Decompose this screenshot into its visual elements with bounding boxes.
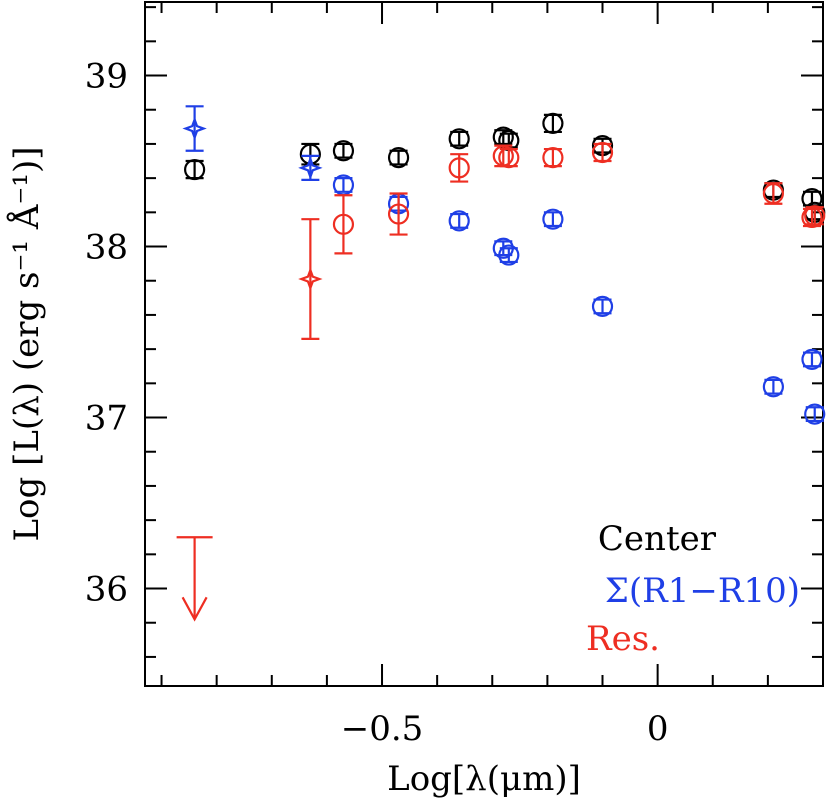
- y-tick-label: 37: [85, 399, 128, 439]
- axis-ticks: [145, 2, 824, 686]
- x-tick-label: −0.5: [341, 709, 424, 749]
- legend: Center Σ(R1−R10) Res.: [586, 519, 800, 659]
- data-point-star: [298, 266, 323, 292]
- data-point: [332, 140, 355, 162]
- legend-entry-res: Res.: [586, 619, 660, 659]
- data-point: [762, 376, 784, 398]
- plot-frame: [144, 1, 824, 687]
- data-point-star: [182, 116, 207, 141]
- legend-entry-sigma: Σ(R1−R10): [605, 571, 800, 611]
- y-axis-title: Log [L(λ) (erg s⁻¹ Å⁻¹)]: [6, 146, 47, 541]
- upper-limit-arrow: [181, 596, 208, 622]
- y-tick-label: 38: [85, 228, 128, 268]
- data-point: [498, 244, 520, 266]
- tick-labels: −0.5 0 36 37 38 39: [85, 57, 669, 749]
- legend-entry-center: Center: [598, 519, 717, 559]
- data-point: [332, 213, 355, 235]
- data-point-star: [298, 155, 323, 181]
- x-tick-label: 0: [647, 709, 669, 749]
- x-axis-title: Log[λ(μm)]: [387, 759, 581, 799]
- data-point: [804, 403, 826, 425]
- y-tick-label: 39: [85, 57, 128, 97]
- data-point: [801, 348, 823, 370]
- data-point: [591, 141, 614, 164]
- data-point: [542, 208, 564, 230]
- data-layer: [176, 105, 826, 622]
- data-point: [591, 295, 614, 317]
- data-point: [542, 112, 564, 135]
- data-point: [804, 205, 826, 227]
- data-point: [448, 210, 470, 232]
- data-point: [498, 147, 520, 169]
- y-tick-label: 36: [85, 570, 128, 610]
- series-center: [184, 112, 826, 223]
- series-res: [176, 141, 826, 622]
- data-point: [184, 158, 206, 181]
- data-point: [387, 203, 410, 225]
- data-point: [542, 147, 564, 169]
- data-point: [448, 128, 470, 150]
- data-point: [448, 157, 470, 179]
- data-point: [762, 182, 784, 205]
- series-sigma: [182, 105, 826, 425]
- data-point: [387, 147, 410, 169]
